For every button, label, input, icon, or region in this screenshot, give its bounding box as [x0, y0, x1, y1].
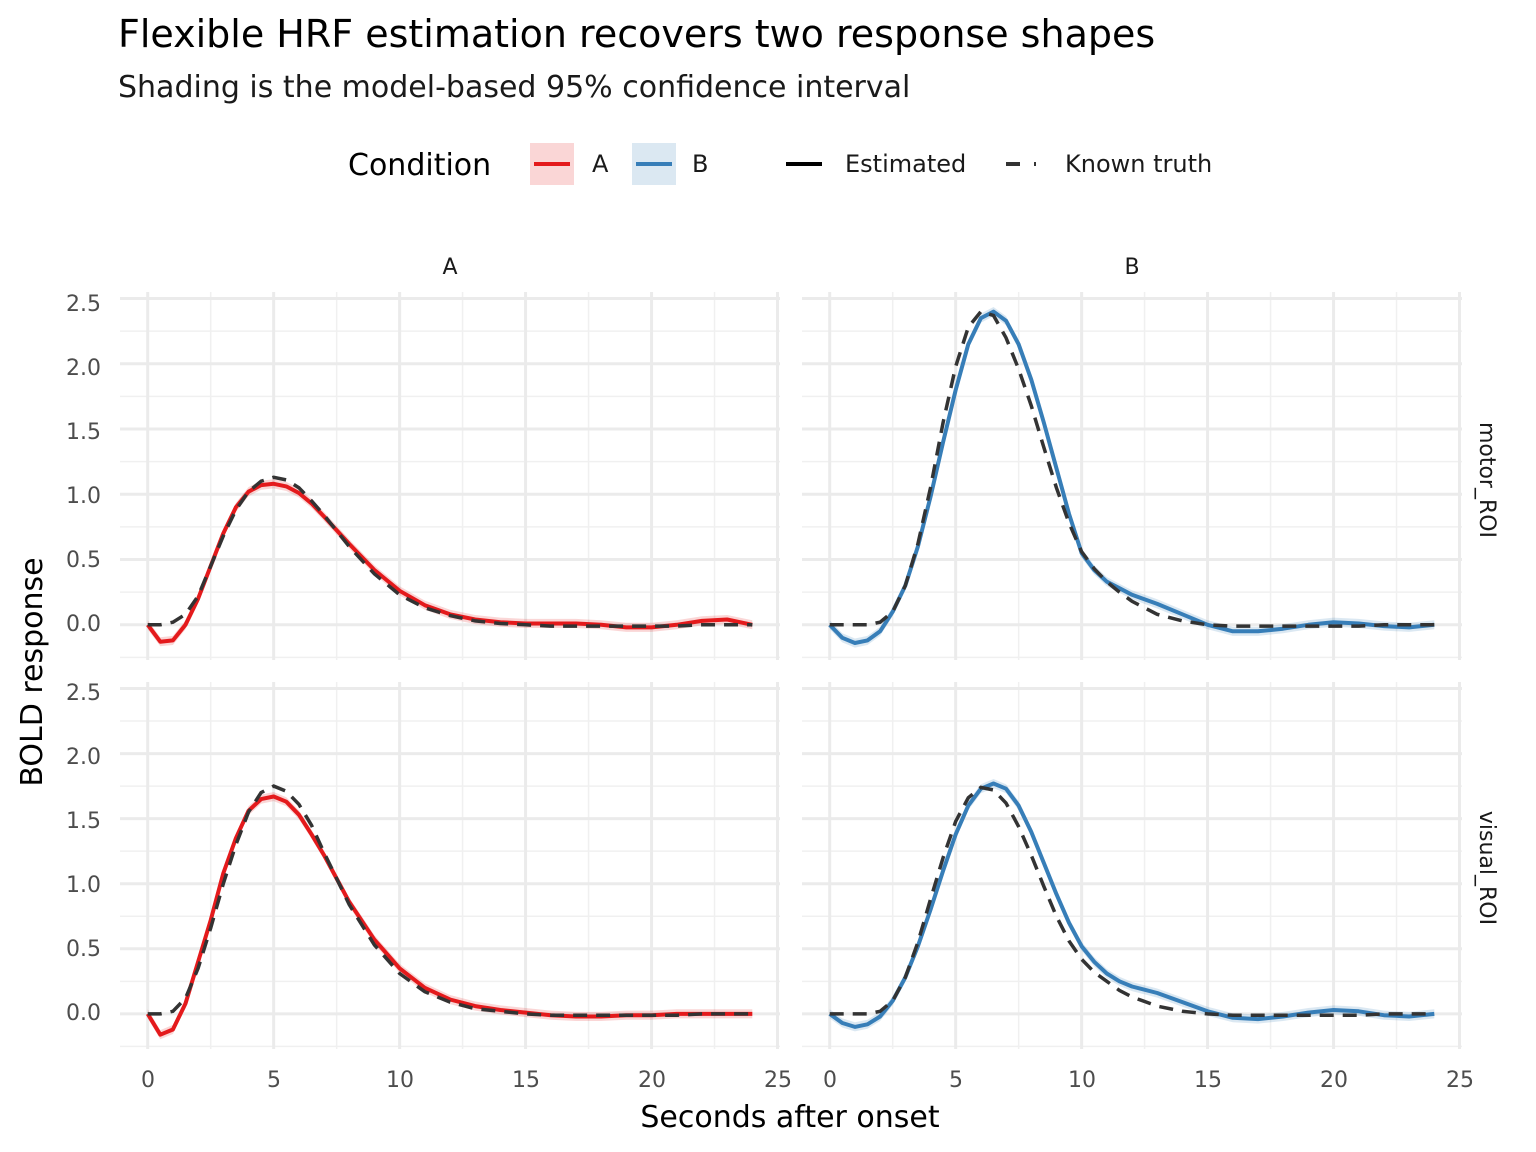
- legend-label-b: B: [692, 150, 708, 178]
- legend: Condition A B Estimated Known truth: [348, 143, 1212, 185]
- x-tick-label: 10: [1068, 1068, 1096, 1093]
- panel-a-motor-roi: [120, 292, 780, 660]
- truth-line: [829, 309, 1435, 628]
- x-tick-label: 15: [512, 1068, 540, 1093]
- y-tick-label: 0.5: [66, 548, 101, 573]
- strip-label-row-motor: motor_ROI: [1474, 422, 1499, 538]
- y-tick-label: 0.0: [66, 1001, 101, 1026]
- x-tick-label: 0: [141, 1068, 155, 1093]
- chart-subtitle: Shading is the model-based 95% confidenc…: [118, 70, 911, 105]
- y-axis-title: BOLD response: [15, 557, 50, 786]
- x-tick-label: 20: [638, 1068, 666, 1093]
- strip-label-col-a: A: [442, 255, 457, 280]
- x-tick-label: 20: [1320, 1068, 1348, 1093]
- y-tick-label: 1.0: [66, 484, 101, 509]
- confidence-ribbon: [829, 779, 1435, 1032]
- truth-line: [147, 475, 753, 628]
- truth-line: [147, 784, 753, 1017]
- y-tick-label: 1.5: [66, 420, 101, 445]
- x-axis-title: Seconds after onset: [640, 1100, 940, 1135]
- y-tick-label: 1.5: [66, 809, 101, 834]
- x-tick-label: 0: [823, 1068, 837, 1093]
- x-tick-labels-right: 0 5 10 15 20 25: [823, 1068, 1474, 1093]
- legend-title: Condition: [348, 148, 491, 183]
- y-tick-label: 2.0: [66, 356, 101, 381]
- chart-title: Flexible HRF estimation recovers two res…: [118, 12, 1156, 56]
- panel-b-visual-roi: [802, 682, 1462, 1049]
- panel-a-visual-roi: [120, 682, 780, 1049]
- y-tick-label: 2.5: [66, 681, 101, 706]
- y-tick-label: 1.0: [66, 873, 101, 898]
- y-tick-labels-top: 0.0 0.5 1.0 1.5 2.0 2.5: [66, 292, 101, 637]
- x-tick-label: 5: [267, 1068, 281, 1093]
- y-tick-label: 0.5: [66, 937, 101, 962]
- x-tick-label: 25: [764, 1068, 792, 1093]
- estimated-line: [828, 309, 1435, 645]
- legend-label-truth: Known truth: [1065, 150, 1212, 178]
- x-tick-labels-left: 0 5 10 15 20 25: [141, 1068, 792, 1093]
- y-tick-label: 0.0: [66, 612, 101, 637]
- panel-b-motor-roi: [802, 292, 1462, 660]
- strip-label-col-b: B: [1124, 255, 1139, 280]
- x-tick-label: 15: [1194, 1068, 1222, 1093]
- x-tick-label: 5: [949, 1068, 963, 1093]
- y-tick-labels-bottom: 0.0 0.5 1.0 1.5 2.0 2.5: [66, 681, 101, 1026]
- x-tick-label: 10: [386, 1068, 414, 1093]
- x-tick-label: 25: [1446, 1068, 1474, 1093]
- legend-label-a: A: [592, 150, 609, 178]
- strip-label-row-visual: visual_ROI: [1474, 811, 1499, 925]
- truth-line: [829, 785, 1435, 1017]
- y-tick-label: 2.0: [66, 745, 101, 770]
- legend-label-estimated: Estimated: [845, 150, 966, 178]
- y-tick-label: 2.5: [66, 292, 101, 317]
